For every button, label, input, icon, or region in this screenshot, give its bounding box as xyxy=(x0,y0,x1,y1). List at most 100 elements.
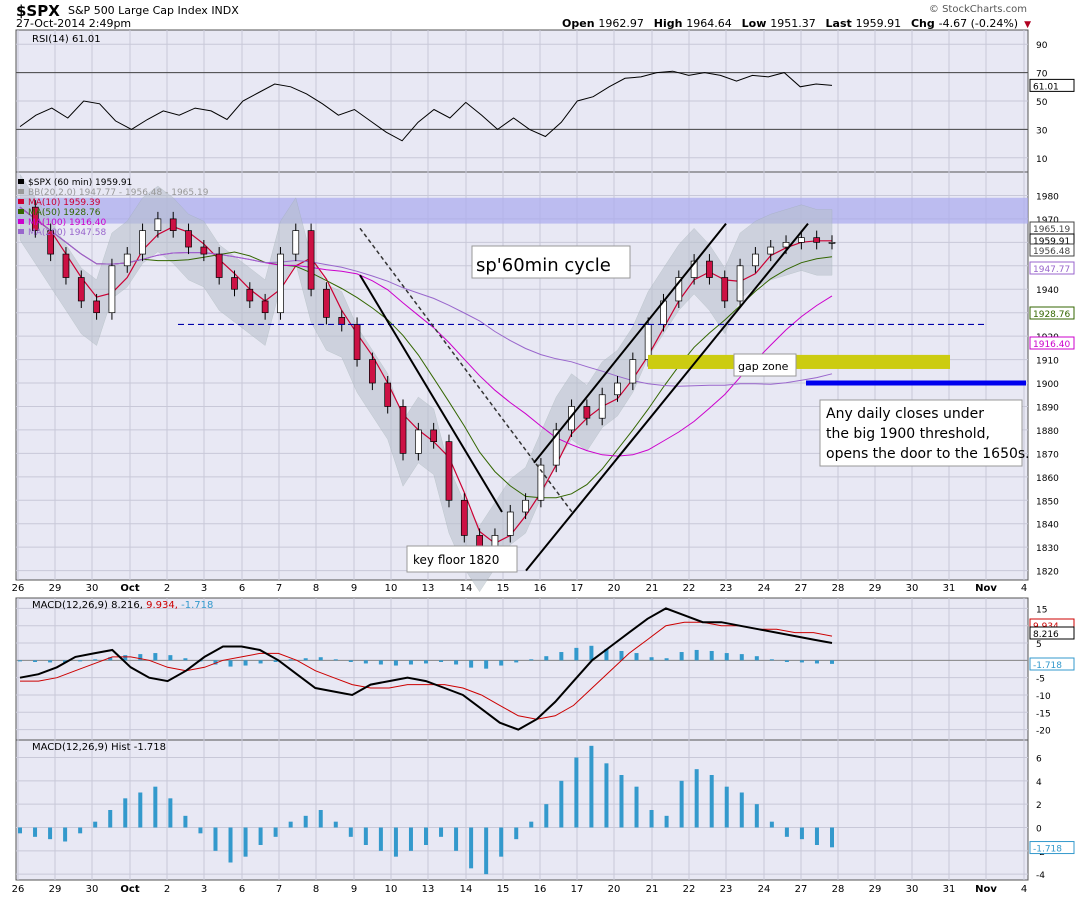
macd-histogram-bar xyxy=(529,659,534,661)
candle-body xyxy=(828,241,836,244)
hist-bar xyxy=(604,763,609,828)
hist-current-value-box xyxy=(1029,841,1075,855)
hist-bar xyxy=(198,827,203,834)
x-tick-label: 4 xyxy=(1021,884,1027,895)
price-legend-entry: MA(100) 1916.40 xyxy=(28,218,106,228)
x-tick-label: 14 xyxy=(460,583,473,594)
macd-histogram-bar xyxy=(694,649,699,661)
macd-histogram-bar xyxy=(664,658,669,661)
hist-tick-label: -4 xyxy=(1036,871,1045,881)
hist-bar xyxy=(754,804,759,828)
hist-bar xyxy=(108,810,113,828)
hist-bar xyxy=(814,827,819,845)
rsi-current-value: 61.01 xyxy=(1033,82,1059,92)
x-tick-label: 13 xyxy=(422,583,435,594)
rsi-tick-label: 10 xyxy=(1036,155,1048,165)
cycle-annotation: sp'60min cycle xyxy=(476,255,611,276)
macd-histogram-bar xyxy=(724,653,729,661)
high-value: 1964.64 xyxy=(686,17,732,30)
macd-tick-label: -10 xyxy=(1036,692,1051,702)
hist-bar xyxy=(469,827,474,869)
price-tick-label: 1840 xyxy=(1036,521,1059,531)
hist-bar xyxy=(439,827,444,837)
macd-histogram-bar xyxy=(559,652,564,661)
hist-bar xyxy=(183,815,188,828)
macd-panel xyxy=(15,597,1029,741)
hist-bar xyxy=(529,821,534,828)
macd-histogram-bar xyxy=(318,657,323,661)
price-value-tag-box xyxy=(1029,306,1075,320)
macd-histogram-bar xyxy=(484,660,489,669)
x-tick-label: 13 xyxy=(422,884,435,895)
candle-body xyxy=(798,237,805,243)
key-floor-annotation: key floor 1820 xyxy=(413,553,499,567)
x-tick-label: Oct xyxy=(120,583,139,594)
x-tick-label: 9 xyxy=(351,884,357,895)
candle-body xyxy=(261,300,269,314)
x-tick-label: 7 xyxy=(276,583,282,594)
chg-label: Chg xyxy=(910,17,935,30)
candle-body xyxy=(307,230,315,290)
macd-histogram-bar xyxy=(739,654,744,661)
macd-histogram-bar xyxy=(454,660,459,665)
x-tick-label: 20 xyxy=(608,884,621,895)
gap-zone-band xyxy=(648,354,950,369)
hist-bar xyxy=(243,827,248,857)
legend-swatch xyxy=(18,229,24,234)
x-tick-label: 15 xyxy=(497,884,510,895)
hist-bar xyxy=(514,827,519,840)
downtrend-dashed-line xyxy=(359,227,573,513)
macd-tick-label: -5 xyxy=(1036,675,1045,685)
x-tick-label: 2 xyxy=(164,884,170,895)
macd-histogram-bar xyxy=(424,660,428,664)
x-tick-label: 2 xyxy=(164,583,170,594)
candle-body xyxy=(77,277,85,302)
x-tick-label: 3 xyxy=(201,583,207,594)
uptrend-lower-line xyxy=(525,222,809,572)
candle-body xyxy=(644,324,652,360)
macd-histogram-bar xyxy=(258,660,263,664)
rsi-current-value-box xyxy=(1029,78,1075,92)
hist-bar xyxy=(348,827,353,837)
price-tick-label: 1980 xyxy=(1036,192,1059,202)
hist-bar xyxy=(484,827,489,875)
hist-current-value: -1.718 xyxy=(1033,845,1062,855)
price-tick-label: 1860 xyxy=(1036,474,1059,484)
price-tick-label: 1900 xyxy=(1036,380,1059,390)
hist-tick-label: 6 xyxy=(1036,755,1042,765)
candle-body xyxy=(323,288,330,318)
candle-body xyxy=(552,429,560,466)
candle-body xyxy=(414,429,422,454)
candle-body xyxy=(598,394,606,419)
x-tick-label: 30 xyxy=(906,884,919,895)
hist-bar xyxy=(799,827,804,840)
price-value-tag-box xyxy=(1029,243,1075,257)
x-tick-label: 27 xyxy=(795,583,808,594)
hist-bar xyxy=(48,827,53,840)
rsi-tick-label: 70 xyxy=(1036,70,1048,80)
macd-histogram-bar xyxy=(33,660,38,663)
macd-histogram-bar xyxy=(378,660,383,665)
macd-tick-label: 5 xyxy=(1036,640,1042,650)
macd-legend-signal: 9.934, xyxy=(146,600,181,611)
uptrend-upper-line xyxy=(533,222,727,464)
macd-histogram-bar xyxy=(799,660,804,663)
macd-histogram-bar xyxy=(213,660,218,665)
x-tick-label: 17 xyxy=(571,884,584,895)
hist-tick-label: 0 xyxy=(1036,825,1042,835)
open-value: 1962.97 xyxy=(598,17,644,30)
candle-body xyxy=(782,241,790,248)
candle-body xyxy=(813,237,821,243)
price-legend-entry: $SPX (60 min) 1959.91 xyxy=(28,178,132,188)
cycle-annotation-box xyxy=(471,245,631,279)
macd-histogram-bar xyxy=(183,658,188,661)
price-tick-label: 1820 xyxy=(1036,568,1059,578)
x-tick-label: 31 xyxy=(943,583,956,594)
macd-histogram-bar xyxy=(408,660,413,665)
candle-body xyxy=(231,277,238,290)
x-tick-label: 14 xyxy=(460,884,473,895)
x-tick-label: 31 xyxy=(943,884,956,895)
candle-body xyxy=(169,218,177,231)
macd-histogram-bar xyxy=(138,654,143,661)
candle-body xyxy=(47,230,54,255)
